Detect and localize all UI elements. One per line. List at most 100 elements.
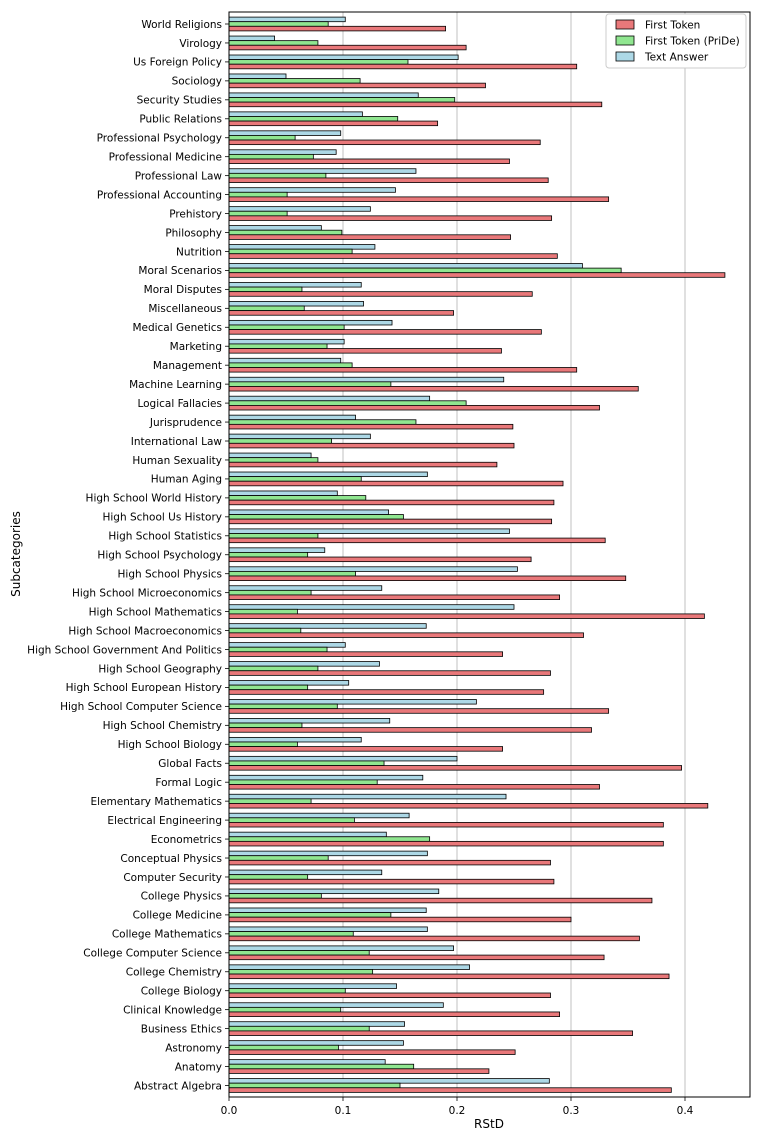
- bar-pride-formal-logic: [228, 779, 378, 785]
- bar-pride-medical-genetics: [228, 324, 345, 330]
- bar-first-token-high-school-geography: [228, 670, 551, 676]
- bar-text-answer-college-mathematics: [228, 926, 428, 932]
- y-tick-label-electrical-engineering: Electrical Engineering: [107, 815, 222, 827]
- bar-first-token-computer-security: [228, 878, 555, 885]
- bar-pride-philosophy: [228, 229, 343, 236]
- y-tick-label-college-biology: College Biology: [141, 986, 222, 998]
- bar-first-token-jurisprudence: [228, 423, 514, 430]
- bar-pride-high-school-us-history: [228, 514, 404, 520]
- y-tick-label-high-school-government-and-politics: High School Government And Politics: [27, 644, 222, 656]
- bar-pride-marketing: [228, 343, 328, 349]
- bar-text-answer-high-school-geography: [228, 661, 380, 667]
- bar-text-answer-high-school-government-and-politics: [228, 642, 346, 648]
- bar-first-token-international-law: [228, 442, 515, 449]
- bar-first-token-management: [228, 367, 578, 373]
- bar-pride-high-school-macroeconomics: [228, 627, 302, 634]
- bar-pride-college-biology: [228, 988, 346, 994]
- y-tick-label-college-medicine: College Medicine: [133, 910, 222, 922]
- bar-pride-virology: [228, 40, 319, 46]
- y-tick-label-marketing: Marketing: [170, 341, 222, 353]
- y-tick-label-high-school-chemistry: High School Chemistry: [103, 720, 222, 732]
- bar-pride-electrical-engineering: [228, 817, 355, 823]
- bar-pride-world-religions: [228, 21, 329, 27]
- bar-pride-professional-medicine: [228, 153, 314, 160]
- y-tick-label-management: Management: [153, 360, 222, 372]
- y-tick-label-high-school-statistics: High School Statistics: [108, 531, 222, 543]
- bar-text-answer-high-school-chemistry: [228, 718, 391, 724]
- y-axis-ticks: World Religions Virology Us Foreign Policy…: [27, 19, 229, 1092]
- bar-text-answer-high-school-biology: [228, 736, 362, 743]
- bar-first-token-college-physics: [228, 897, 653, 904]
- bar-first-token-world-religions: [228, 25, 447, 32]
- bar-text-answer-security-studies: [228, 92, 419, 98]
- legend-swatch-pride: [615, 35, 635, 46]
- y-tick-label-high-school-computer-science: High School Computer Science: [60, 701, 222, 713]
- bar-pride-abstract-algebra: [228, 1082, 401, 1089]
- bar-pride-high-school-geography: [228, 665, 319, 672]
- bar-text-answer-philosophy: [228, 225, 322, 231]
- bar-first-token-anatomy: [228, 1068, 490, 1074]
- bar-first-token-moral-scenarios: [228, 272, 726, 278]
- y-tick-label-computer-security: Computer Security: [123, 872, 222, 884]
- y-tick-label-philosophy: Philosophy: [165, 227, 222, 239]
- x-axis-ticks: 0.0 0.1 0.2 0.3 0.4: [221, 1097, 694, 1117]
- bar-pride-econometrics: [228, 836, 431, 842]
- bar-pride-prehistory: [228, 210, 288, 217]
- bar-text-answer-formal-logic: [228, 774, 424, 781]
- y-tick-label-virology: Virology: [179, 38, 222, 50]
- bar-text-answer-machine-learning: [228, 376, 505, 383]
- y-tick-label-high-school-european-history: High School European History: [66, 682, 222, 694]
- bar-text-answer-high-school-physics: [228, 566, 518, 572]
- bar-pride-public-relations: [228, 116, 399, 122]
- bar-first-token-high-school-world-history: [228, 499, 555, 506]
- bar-first-token-us-foreign-policy: [228, 63, 578, 70]
- x-tick-label: 0.0: [221, 1105, 238, 1117]
- bar-pride-machine-learning: [228, 381, 392, 387]
- bar-pride-moral-scenarios: [228, 267, 622, 274]
- x-tick-label: 0.3: [563, 1105, 580, 1117]
- bar-pride-high-school-psychology: [228, 552, 309, 558]
- bar-first-token-business-ethics: [228, 1030, 633, 1036]
- y-tick-label-formal-logic: Formal Logic: [155, 777, 222, 789]
- bar-pride-jurisprudence: [228, 419, 417, 425]
- bar-first-token-electrical-engineering: [228, 822, 664, 828]
- bar-text-answer-college-chemistry: [228, 964, 470, 970]
- bar-first-token-college-computer-science: [228, 954, 605, 961]
- bar-pride-professional-psychology: [228, 135, 296, 141]
- bar-pride-high-school-statistics: [228, 533, 319, 539]
- bar-first-token-high-school-physics: [228, 575, 627, 581]
- bar-text-answer-computer-security: [228, 869, 383, 876]
- bar-text-answer-business-ethics: [228, 1021, 405, 1027]
- x-tick-label: 0.1: [335, 1105, 352, 1117]
- bar-text-answer-moral-disputes: [228, 282, 362, 288]
- x-axis-title: RStD: [474, 1117, 504, 1131]
- bar-first-token-high-school-microeconomics: [228, 594, 561, 600]
- bar-pride-college-chemistry: [228, 969, 374, 975]
- bar-first-token-prehistory: [228, 215, 553, 221]
- legend-swatch-text-answer: [615, 51, 635, 62]
- y-tick-label-world-religions: World Religions: [141, 19, 222, 31]
- y-tick-label-high-school-us-history: High School Us History: [102, 512, 222, 524]
- y-tick-label-professional-law: Professional Law: [135, 170, 223, 182]
- y-tick-label-business-ethics: Business Ethics: [141, 1023, 222, 1035]
- bar-first-token-human-aging: [228, 480, 564, 487]
- bar-text-answer-professional-law: [228, 168, 417, 174]
- bar-text-answer-jurisprudence: [228, 414, 356, 421]
- legend-box: [605, 13, 747, 69]
- bar-first-token-formal-logic: [228, 784, 600, 790]
- bar-pride-human-aging: [228, 476, 362, 482]
- bar-first-token-marketing: [228, 348, 502, 354]
- bar-text-answer-human-sexuality: [228, 452, 312, 459]
- bar-series: [228, 16, 726, 1093]
- bar-pride-clinical-knowledge: [228, 1006, 342, 1013]
- bar-text-answer-high-school-us-history: [228, 509, 390, 515]
- bar-first-token-clinical-knowledge: [228, 1011, 561, 1017]
- y-tick-label-college-computer-science: College Computer Science: [83, 948, 222, 960]
- y-tick-label-high-school-world-history: High School World History: [86, 493, 222, 505]
- x-tick-label: 0.2: [449, 1105, 466, 1117]
- bar-pride-management: [228, 362, 353, 368]
- bar-text-answer-college-biology: [228, 983, 397, 989]
- bar-first-token-college-biology: [228, 992, 551, 999]
- bar-first-token-high-school-psychology: [228, 556, 532, 563]
- bar-pride-high-school-microeconomics: [228, 589, 312, 596]
